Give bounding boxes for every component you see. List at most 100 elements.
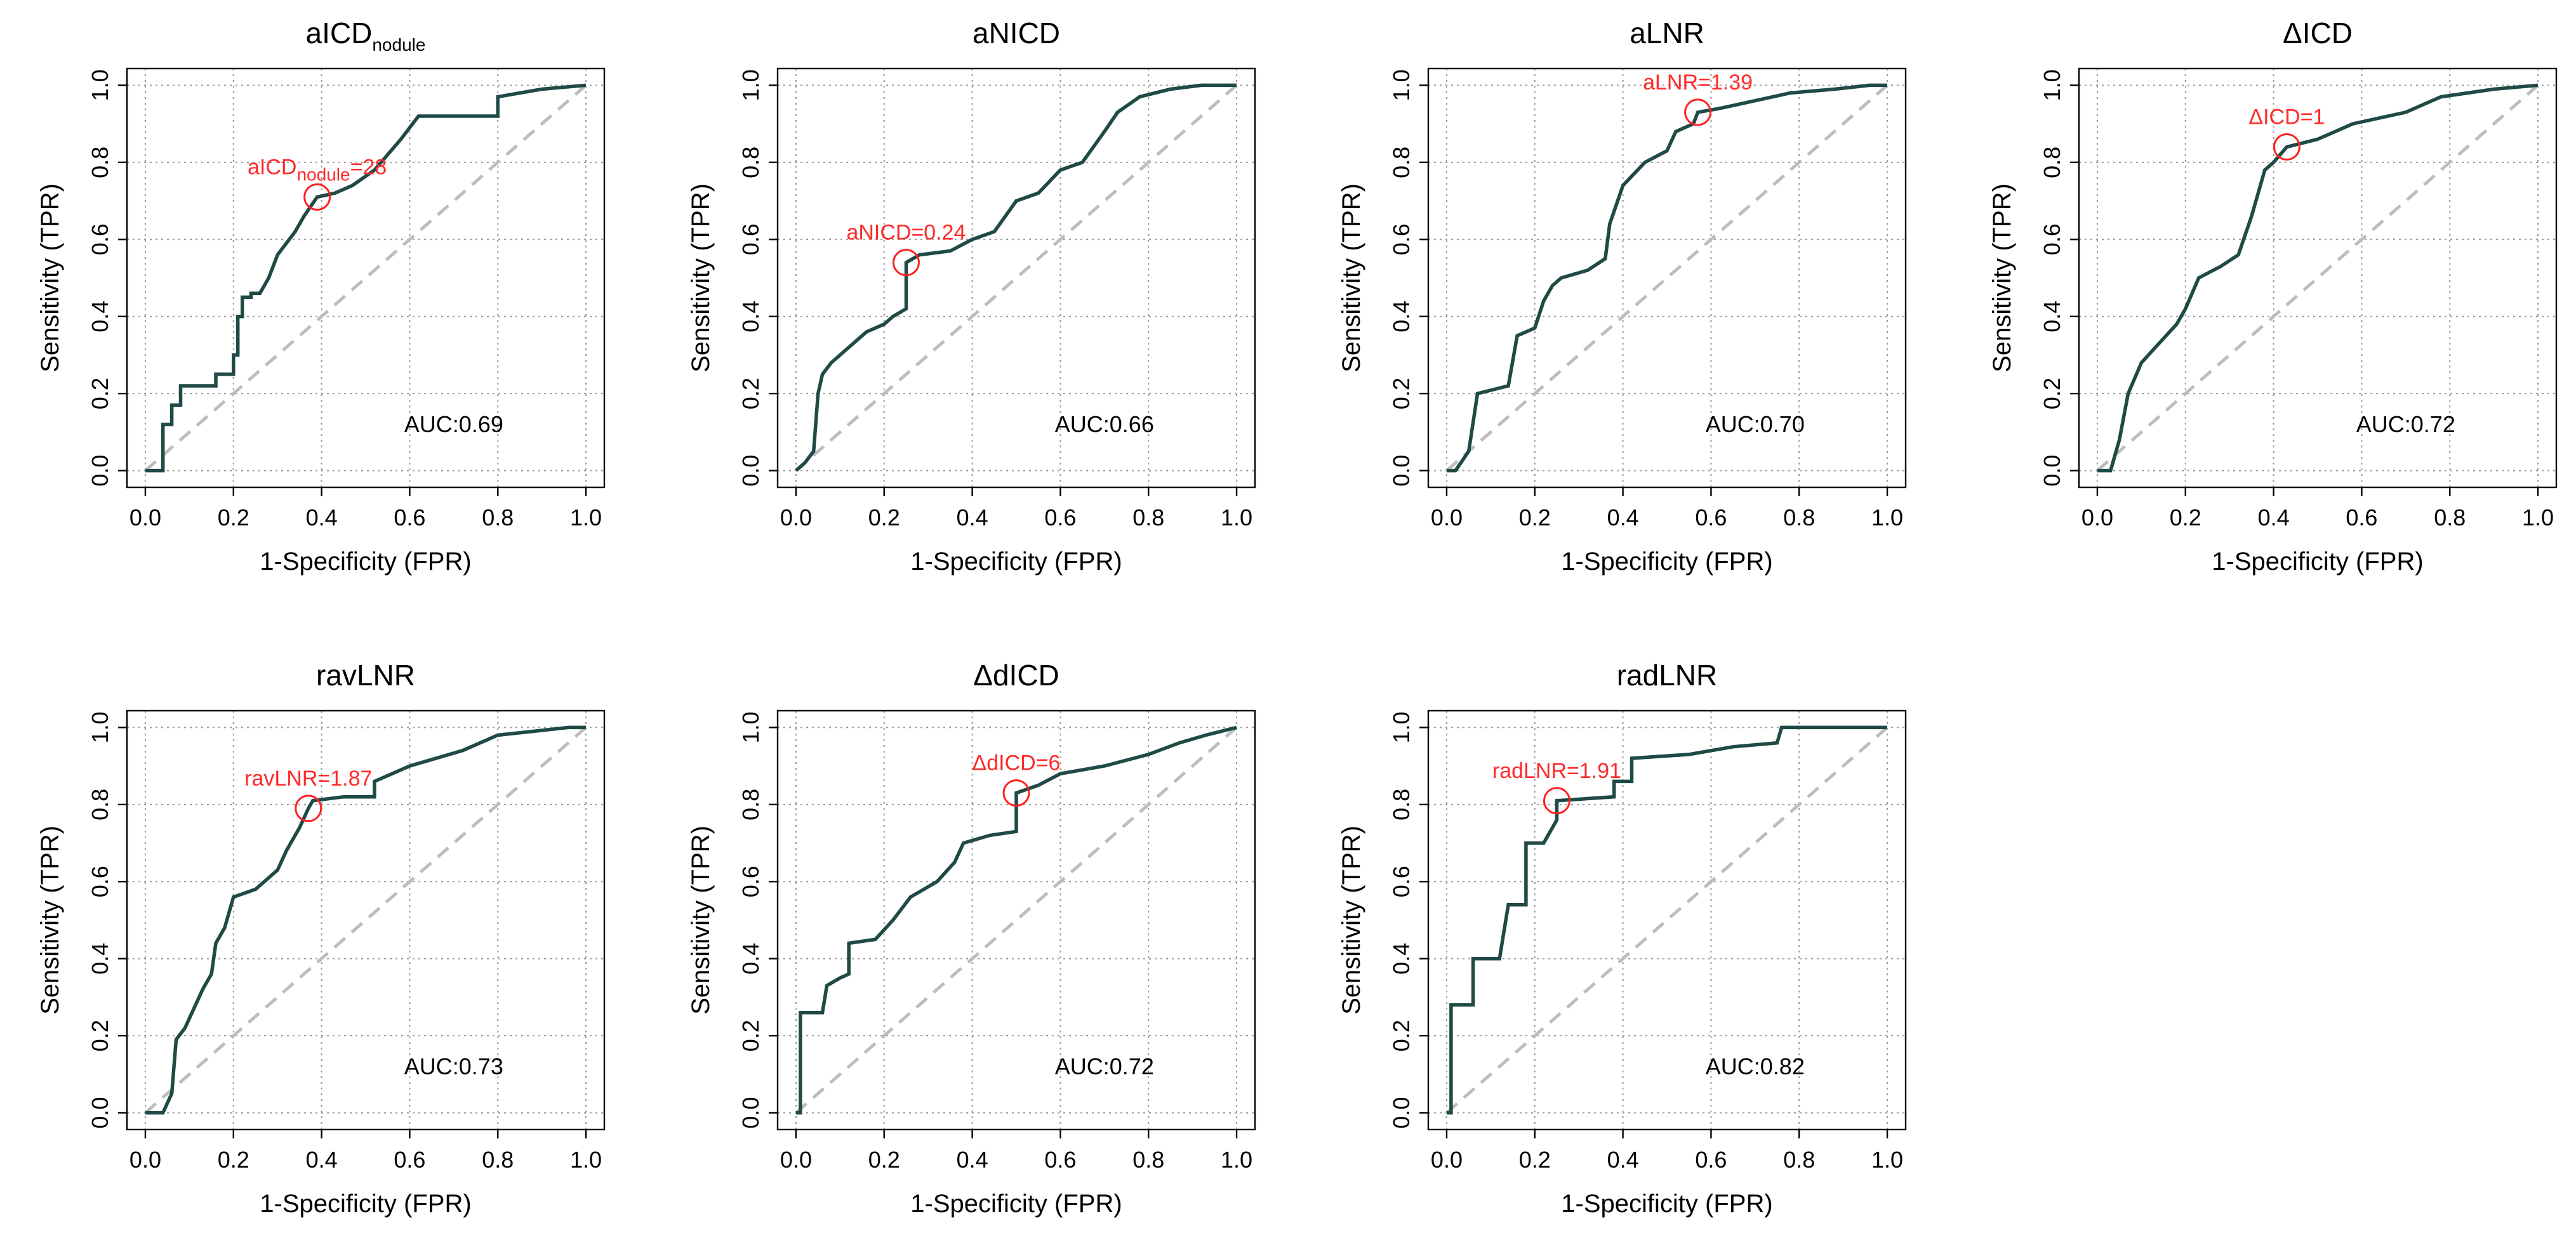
- x-tick-label: 0.6: [1695, 504, 1727, 530]
- x-tick-label: 0.0: [780, 504, 812, 530]
- x-tick-label: 0.2: [868, 1147, 900, 1173]
- x-tick-label: 1.0: [1871, 504, 1903, 530]
- y-tick-label: 0.4: [738, 301, 764, 333]
- x-tick-label: 0.8: [482, 504, 514, 530]
- panel-title: aLNR: [1630, 16, 1704, 49]
- x-tick-label: 0.2: [218, 504, 249, 530]
- panel-title: ravLNR: [316, 659, 415, 692]
- y-tick-label: 0.6: [738, 866, 764, 897]
- x-tick-label: 0.4: [306, 1147, 338, 1173]
- x-tick-label: 1.0: [570, 504, 602, 530]
- panel-title: aICDnodule: [306, 16, 426, 55]
- x-tick-label: 1.0: [1221, 1147, 1252, 1173]
- roc-curve: [145, 83, 587, 473]
- x-tick-label: 1.0: [2522, 504, 2554, 530]
- panel-title-main: ΔdICD: [973, 659, 1059, 692]
- y-tick-label: 0.6: [738, 223, 764, 255]
- y-tick-label: 0.0: [1388, 455, 1414, 487]
- x-tick-label: 0.6: [1044, 1147, 1076, 1173]
- x-tick-label: 0.4: [306, 504, 338, 530]
- y-axis-label: Sensitivity (TPR): [36, 183, 64, 372]
- y-tick-label: 0.4: [2039, 301, 2065, 333]
- chance-diagonal: [795, 726, 1238, 1114]
- roc-panel-6: ΔdICD 0.0 0.2 0.4 0.6 0.8 1.0 0.0 0.2 0.4 0.6 0.8 1.…: [687, 659, 1256, 1218]
- y-axis-label: Sensitivity (TPR): [1338, 183, 1365, 372]
- x-tick-label: 0.0: [129, 1147, 161, 1173]
- y-tick-label: 0.0: [738, 455, 764, 487]
- y-tick-label: 0.0: [2039, 455, 2065, 487]
- panel-title: ΔdICD: [973, 659, 1059, 692]
- x-tick-label: 0.2: [218, 1147, 249, 1173]
- y-axis-label: Sensitivity (TPR): [1338, 826, 1365, 1015]
- x-tick-label: 0.6: [2346, 504, 2377, 530]
- x-tick-label: 0.4: [1607, 504, 1639, 530]
- x-tick-label: 0.4: [957, 1147, 988, 1173]
- cutoff-marker: [2273, 133, 2300, 161]
- y-tick-label: 0.8: [87, 789, 113, 820]
- panel-title: ΔICD: [2283, 16, 2353, 49]
- auc-label: AUC:0.82: [1706, 1053, 1805, 1079]
- y-tick-label: 0.8: [738, 789, 764, 820]
- auc-label: AUC:0.73: [404, 1053, 503, 1079]
- x-tick-label: 0.0: [129, 504, 161, 530]
- roc-panel-5: ravLNR 0.0 0.2 0.4 0.6 0.8 1.0 0.0 0.2 0.4 0.6 0.8 1…: [36, 659, 606, 1218]
- x-tick-label: 0.2: [2170, 504, 2201, 530]
- x-tick-label: 0.8: [1783, 504, 1815, 530]
- y-tick-label: 0.4: [1388, 301, 1414, 333]
- plot-frame: [126, 709, 606, 1131]
- chance-diagonal: [1445, 726, 1889, 1114]
- y-tick-label: 0.0: [738, 1097, 764, 1129]
- chance-diagonal: [144, 726, 587, 1114]
- y-tick-label: 1.0: [87, 69, 113, 101]
- roc-panel-3: aLNR 0.0 0.2 0.4 0.6 0.8 1.0 0.0 0.2 0.4 0.6 0.8 1.0…: [1338, 16, 1907, 576]
- x-tick-label: 0.0: [1431, 504, 1463, 530]
- y-tick-label: 0.8: [2039, 147, 2065, 178]
- x-tick-label: 1.0: [570, 1147, 602, 1173]
- x-axis-label: 1-Specificity (FPR): [910, 1190, 1122, 1218]
- y-tick-label: 1.0: [738, 711, 764, 743]
- x-tick-label: 0.6: [1695, 1147, 1727, 1173]
- cutoff-label: aLNR=1.39: [1643, 70, 1753, 95]
- chance-diagonal: [795, 84, 1238, 472]
- y-tick-label: 1.0: [1388, 69, 1414, 101]
- y-tick-label: 0.6: [1388, 223, 1414, 255]
- panel-title-main: radLNR: [1617, 659, 1718, 692]
- x-tick-label: 0.4: [2258, 504, 2290, 530]
- x-tick-label: 0.2: [868, 504, 900, 530]
- plot-frame: [126, 67, 606, 489]
- x-axis-label: 1-Specificity (FPR): [260, 1190, 471, 1218]
- x-tick-label: 0.8: [1783, 1147, 1815, 1173]
- x-tick-label: 0.0: [1431, 1147, 1463, 1173]
- y-tick-label: 0.0: [87, 1097, 113, 1129]
- x-tick-label: 0.8: [1132, 1147, 1164, 1173]
- y-axis-label: Sensitivity (TPR): [687, 826, 715, 1015]
- cutoff-marker: [1543, 787, 1570, 815]
- roc-curve: [1447, 83, 1887, 473]
- x-tick-label: 1.0: [1221, 504, 1252, 530]
- panel-title-main: aICD: [306, 16, 373, 49]
- chance-diagonal: [1445, 84, 1889, 472]
- y-tick-label: 1.0: [738, 69, 764, 101]
- y-tick-label: 0.8: [738, 147, 764, 178]
- cutoff-marker: [295, 794, 322, 822]
- auc-label: AUC:0.66: [1055, 411, 1154, 437]
- y-tick-label: 0.2: [87, 378, 113, 409]
- x-tick-label: 0.4: [957, 504, 988, 530]
- y-tick-label: 0.6: [1388, 866, 1414, 897]
- roc-curve: [1447, 725, 1887, 1115]
- x-tick-label: 0.2: [1519, 504, 1551, 530]
- panel-title: aNICD: [973, 16, 1060, 49]
- y-tick-label: 0.2: [2039, 378, 2065, 409]
- x-tick-label: 0.8: [2434, 504, 2466, 530]
- x-tick-label: 0.6: [394, 504, 425, 530]
- y-tick-label: 0.8: [1388, 789, 1414, 820]
- y-tick-label: 1.0: [1388, 711, 1414, 743]
- plot-frame: [1427, 709, 1907, 1131]
- plot-frame: [2078, 67, 2558, 489]
- roc-curve: [145, 725, 586, 1115]
- x-axis-label: 1-Specificity (FPR): [1561, 548, 1772, 576]
- y-tick-label: 0.6: [2039, 223, 2065, 255]
- cutoff-label: radLNR=1.91: [1492, 759, 1621, 783]
- auc-label: AUC:0.72: [1055, 1053, 1154, 1079]
